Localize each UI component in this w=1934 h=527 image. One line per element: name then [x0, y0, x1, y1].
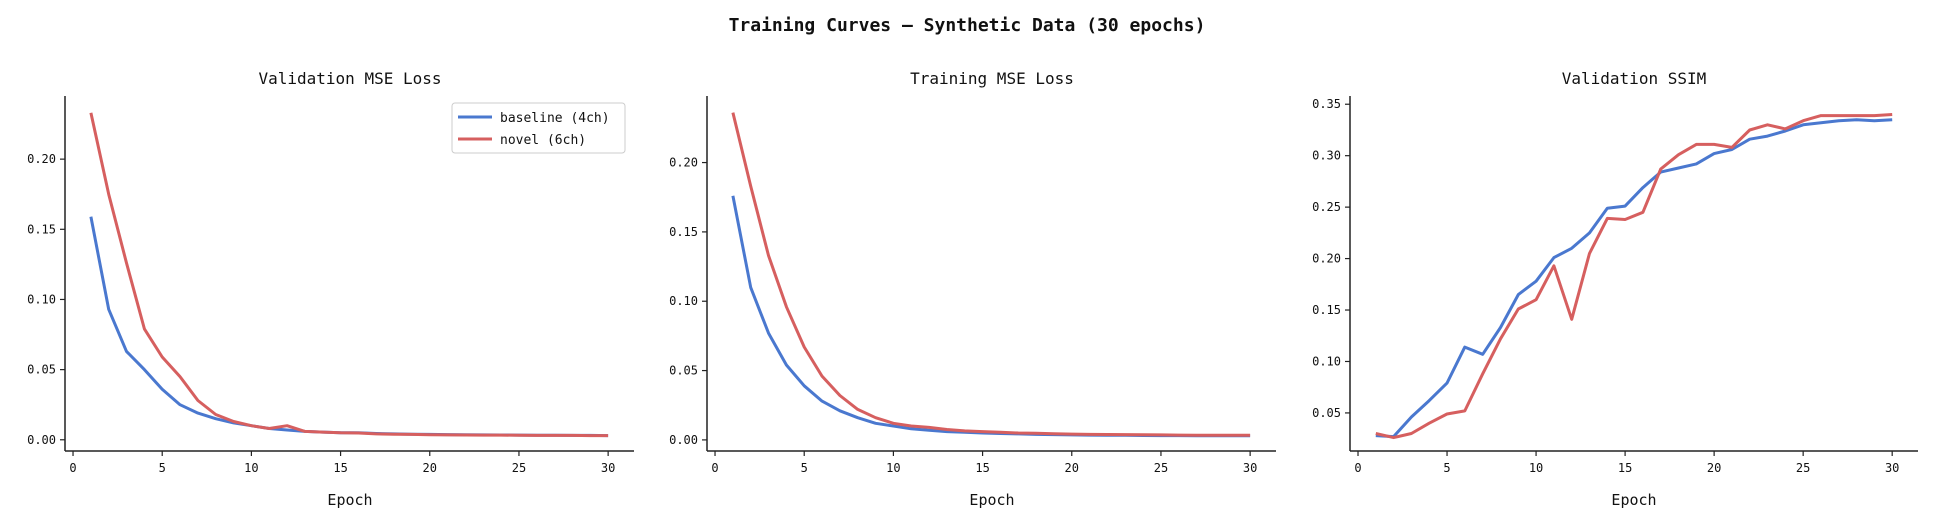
- panel-title: Training MSE Loss: [910, 69, 1074, 88]
- x-tick-label: 0: [711, 461, 718, 475]
- y-tick-label: 0.10: [27, 292, 56, 306]
- y-tick-label: 0.35: [1312, 97, 1341, 111]
- x-tick-label: 30: [1885, 461, 1899, 475]
- x-axis-label: Epoch: [327, 491, 372, 509]
- y-tick-label: 0.30: [1312, 149, 1341, 163]
- y-tick-label: 0.15: [669, 225, 698, 239]
- y-tick-label: 0.00: [669, 433, 698, 447]
- series-line-baseline: [89, 216, 609, 438]
- x-tick-label: 10: [1529, 461, 1543, 475]
- y-tick-label: 0.25: [1312, 200, 1341, 214]
- y-tick-label: 0.10: [669, 294, 698, 308]
- x-tick-label: 5: [1443, 461, 1450, 475]
- legend-label-baseline: baseline (4ch): [500, 111, 610, 126]
- x-axis-label: Epoch: [1611, 491, 1656, 509]
- figure-title: Training Curves — Synthetic Data (30 epo…: [729, 15, 1206, 36]
- y-tick-label: 0.05: [669, 364, 698, 378]
- series-line-baseline: [731, 195, 1251, 438]
- x-tick-label: 0: [1354, 461, 1361, 475]
- legend-box: [451, 102, 626, 154]
- x-tick-label: 10: [886, 461, 900, 475]
- x-tick-label: 5: [801, 461, 808, 475]
- panel-validation-mse: Validation MSE Loss Epoch 0 5 10 15 20 25 30 0.…: [27, 69, 634, 509]
- y-tick-label: 0.05: [1312, 406, 1341, 420]
- x-tick-label: 15: [1618, 461, 1632, 475]
- series-line-novel: [731, 112, 1251, 437]
- panel-title: Validation MSE Loss: [258, 69, 441, 88]
- x-tick-label: 25: [1154, 461, 1168, 475]
- legend-label-novel: novel (6ch): [500, 133, 586, 148]
- x-tick-label: 30: [1243, 461, 1257, 475]
- x-tick-label: 30: [601, 461, 615, 475]
- y-tick-label: 0.15: [1312, 303, 1341, 317]
- x-tick-label: 25: [1796, 461, 1810, 475]
- x-tick-label: 25: [512, 461, 526, 475]
- x-tick-label: 20: [1065, 461, 1079, 475]
- y-tick-label: 0.05: [27, 363, 56, 377]
- panel-title: Validation SSIM: [1562, 69, 1707, 88]
- legend: baseline (4ch) novel (6ch): [451, 102, 626, 154]
- y-tick-label: 0.20: [669, 156, 698, 170]
- x-tick-label: 20: [423, 461, 437, 475]
- y-tick-label: 0.20: [1312, 252, 1341, 266]
- series-line-baseline: [1375, 118, 1893, 439]
- y-tick-label: 0.00: [27, 433, 56, 447]
- panel-training-mse: Training MSE Loss Epoch 0 5 10 15 20 25 30 0.00…: [669, 69, 1276, 509]
- y-tick-label: 0.10: [1312, 354, 1341, 368]
- y-tick-label: 0.15: [27, 222, 56, 236]
- x-tick-label: 5: [159, 461, 166, 475]
- y-tick-label: 0.20: [27, 152, 56, 166]
- x-tick-label: 10: [244, 461, 258, 475]
- x-tick-label: 20: [1707, 461, 1721, 475]
- series-line-novel: [89, 112, 609, 438]
- x-tick-label: 15: [975, 461, 989, 475]
- x-tick-label: 15: [333, 461, 347, 475]
- x-axis-label: Epoch: [969, 491, 1014, 509]
- x-tick-label: 0: [69, 461, 76, 475]
- series-line-novel: [1375, 113, 1893, 440]
- panel-validation-ssim: Validation SSIM Epoch 0 5 10 15 20 25 30 0.05 0.…: [1312, 69, 1918, 509]
